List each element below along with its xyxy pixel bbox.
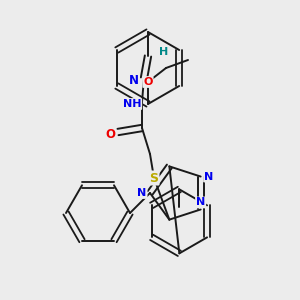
Text: N: N bbox=[129, 74, 139, 86]
Text: O: O bbox=[105, 128, 115, 140]
Text: O: O bbox=[143, 77, 153, 87]
Text: S: S bbox=[149, 172, 158, 184]
Text: H: H bbox=[159, 47, 169, 57]
Text: N: N bbox=[137, 188, 147, 198]
Text: NH: NH bbox=[123, 99, 141, 109]
Text: N: N bbox=[204, 172, 213, 182]
Text: N: N bbox=[196, 197, 205, 208]
